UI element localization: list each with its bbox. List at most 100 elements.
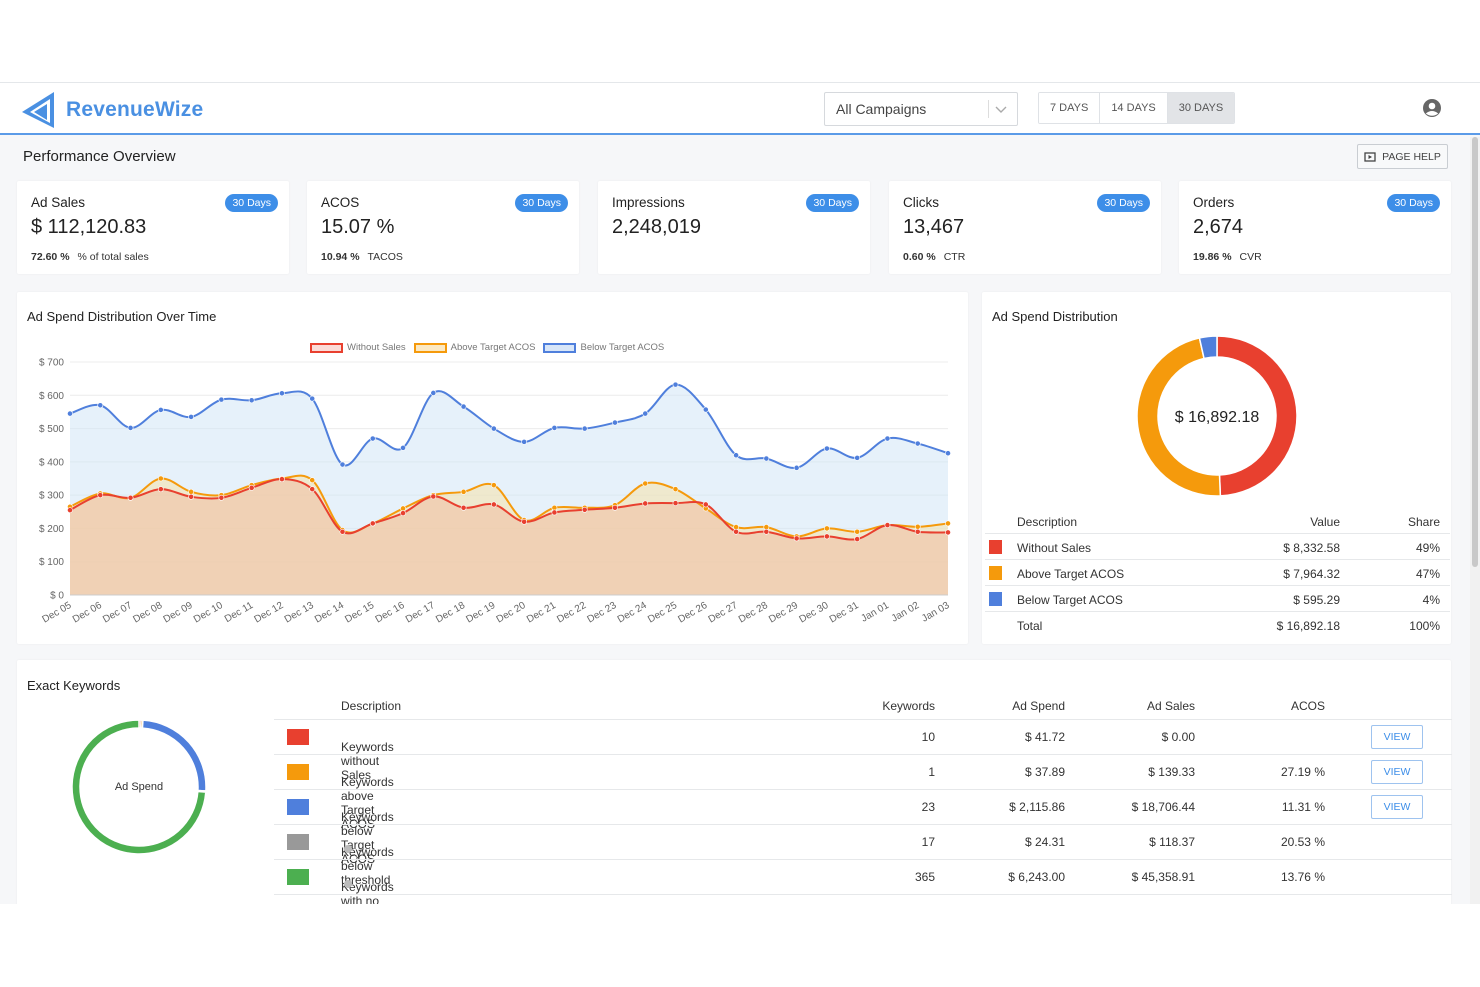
- data-point[interactable]: [733, 452, 739, 459]
- brand-logo[interactable]: RevenueWize: [20, 90, 203, 130]
- data-point[interactable]: [460, 488, 467, 495]
- data-point[interactable]: [430, 493, 437, 500]
- date-range-buttons: 7 DAYS 14 DAYS 30 DAYS: [1038, 92, 1236, 124]
- data-point[interactable]: [793, 535, 800, 542]
- data-point[interactable]: [854, 528, 861, 535]
- data-point[interactable]: [490, 425, 497, 432]
- data-point[interactable]: [309, 395, 316, 402]
- data-point[interactable]: [763, 455, 770, 462]
- data-point[interactable]: [581, 506, 588, 513]
- exact-keywords-card: Exact Keywords Ad Spend Description Keywo…: [17, 660, 1452, 904]
- data-point[interactable]: [763, 528, 770, 535]
- data-point[interactable]: [733, 528, 739, 535]
- data-point[interactable]: [188, 493, 195, 500]
- data-point[interactable]: [157, 486, 164, 493]
- data-point[interactable]: [702, 501, 709, 508]
- campaign-select[interactable]: All Campaigns: [824, 92, 1018, 126]
- page-help-button[interactable]: PAGE HELP: [1357, 144, 1448, 169]
- data-point[interactable]: [551, 509, 558, 516]
- data-point[interactable]: [157, 475, 164, 482]
- data-point[interactable]: [127, 494, 134, 501]
- data-point[interactable]: [248, 397, 255, 404]
- legend-item[interactable]: Above Target ACOS: [413, 342, 535, 353]
- data-point[interactable]: [642, 480, 649, 487]
- data-point[interactable]: [400, 510, 406, 517]
- kpi-value: $ 112,120.83: [31, 216, 147, 238]
- data-point[interactable]: [188, 414, 195, 420]
- data-point[interactable]: [642, 410, 649, 417]
- data-point[interactable]: [339, 461, 346, 468]
- data-point[interactable]: [823, 525, 830, 532]
- info-icon[interactable]: [344, 880, 352, 888]
- data-point[interactable]: [642, 500, 649, 507]
- day-range-button-1[interactable]: 14 DAYS: [1100, 93, 1168, 123]
- data-point[interactable]: [854, 536, 861, 542]
- distribution-row[interactable]: Without Sales $ 8,332.58 49%: [985, 534, 1450, 560]
- data-point[interactable]: [67, 507, 73, 514]
- scrollbar-thumb[interactable]: [1472, 137, 1478, 567]
- row-share: 47%: [1415, 567, 1440, 581]
- data-point[interactable]: [914, 523, 921, 530]
- data-point[interactable]: [914, 440, 921, 447]
- data-point[interactable]: [823, 445, 830, 452]
- user-account-icon[interactable]: [1422, 98, 1442, 118]
- data-point[interactable]: [945, 450, 951, 457]
- data-point[interactable]: [521, 438, 528, 445]
- data-point[interactable]: [188, 488, 195, 495]
- page-scrollbar[interactable]: [1470, 137, 1480, 904]
- data-point[interactable]: [884, 435, 891, 442]
- distribution-row[interactable]: Below Target ACOS $ 595.29 4%: [985, 586, 1450, 612]
- data-point[interactable]: [460, 403, 467, 410]
- data-point[interactable]: [490, 482, 497, 489]
- view-button[interactable]: VIEW: [1371, 760, 1423, 784]
- data-point[interactable]: [672, 500, 679, 507]
- distribution-slice[interactable]: [1198, 335, 1218, 360]
- view-button[interactable]: VIEW: [1371, 725, 1423, 749]
- kpi-sub-value: 10.94 %: [321, 251, 360, 263]
- data-point[interactable]: [854, 454, 861, 461]
- data-point[interactable]: [945, 520, 951, 527]
- data-point[interactable]: [823, 533, 830, 540]
- data-point[interactable]: [945, 529, 951, 536]
- day-range-button-2[interactable]: 30 DAYS: [1167, 93, 1235, 123]
- data-point[interactable]: [309, 486, 316, 493]
- data-point[interactable]: [279, 390, 285, 397]
- data-point[interactable]: [551, 425, 558, 431]
- data-point[interactable]: [127, 425, 134, 431]
- data-point[interactable]: [672, 381, 679, 388]
- data-point[interactable]: [248, 484, 255, 491]
- data-point[interactable]: [369, 520, 376, 527]
- data-point[interactable]: [490, 501, 497, 508]
- data-point[interactable]: [97, 402, 104, 409]
- data-point[interactable]: [612, 419, 618, 426]
- distribution-slice[interactable]: [1216, 335, 1298, 497]
- data-point[interactable]: [339, 528, 346, 535]
- data-point[interactable]: [581, 425, 588, 432]
- data-point[interactable]: [218, 494, 225, 501]
- day-range-button-0[interactable]: 7 DAYS: [1039, 93, 1101, 123]
- legend-item[interactable]: Without Sales: [310, 342, 406, 353]
- data-point[interactable]: [460, 504, 467, 511]
- data-point[interactable]: [369, 435, 376, 442]
- data-point[interactable]: [157, 407, 164, 413]
- data-point[interactable]: [521, 518, 528, 525]
- data-point[interactable]: [672, 486, 679, 493]
- data-point[interactable]: [793, 464, 800, 471]
- data-point[interactable]: [612, 504, 618, 511]
- data-point[interactable]: [97, 492, 104, 499]
- data-point[interactable]: [884, 522, 891, 528]
- info-icon[interactable]: [344, 845, 352, 853]
- data-point[interactable]: [914, 528, 921, 535]
- data-point[interactable]: [309, 477, 316, 484]
- view-button[interactable]: VIEW: [1371, 795, 1423, 819]
- data-point[interactable]: [702, 406, 709, 413]
- data-point[interactable]: [218, 396, 225, 403]
- data-point[interactable]: [430, 390, 437, 396]
- distribution-row[interactable]: Above Target ACOS $ 7,964.32 47%: [985, 560, 1450, 586]
- keywords-slice[interactable]: [71, 719, 207, 855]
- data-point[interactable]: [400, 444, 406, 451]
- data-point[interactable]: [67, 410, 73, 417]
- x-tick-label: Dec 30: [797, 600, 830, 626]
- data-point[interactable]: [279, 476, 285, 483]
- legend-item[interactable]: Below Target ACOS: [543, 342, 664, 353]
